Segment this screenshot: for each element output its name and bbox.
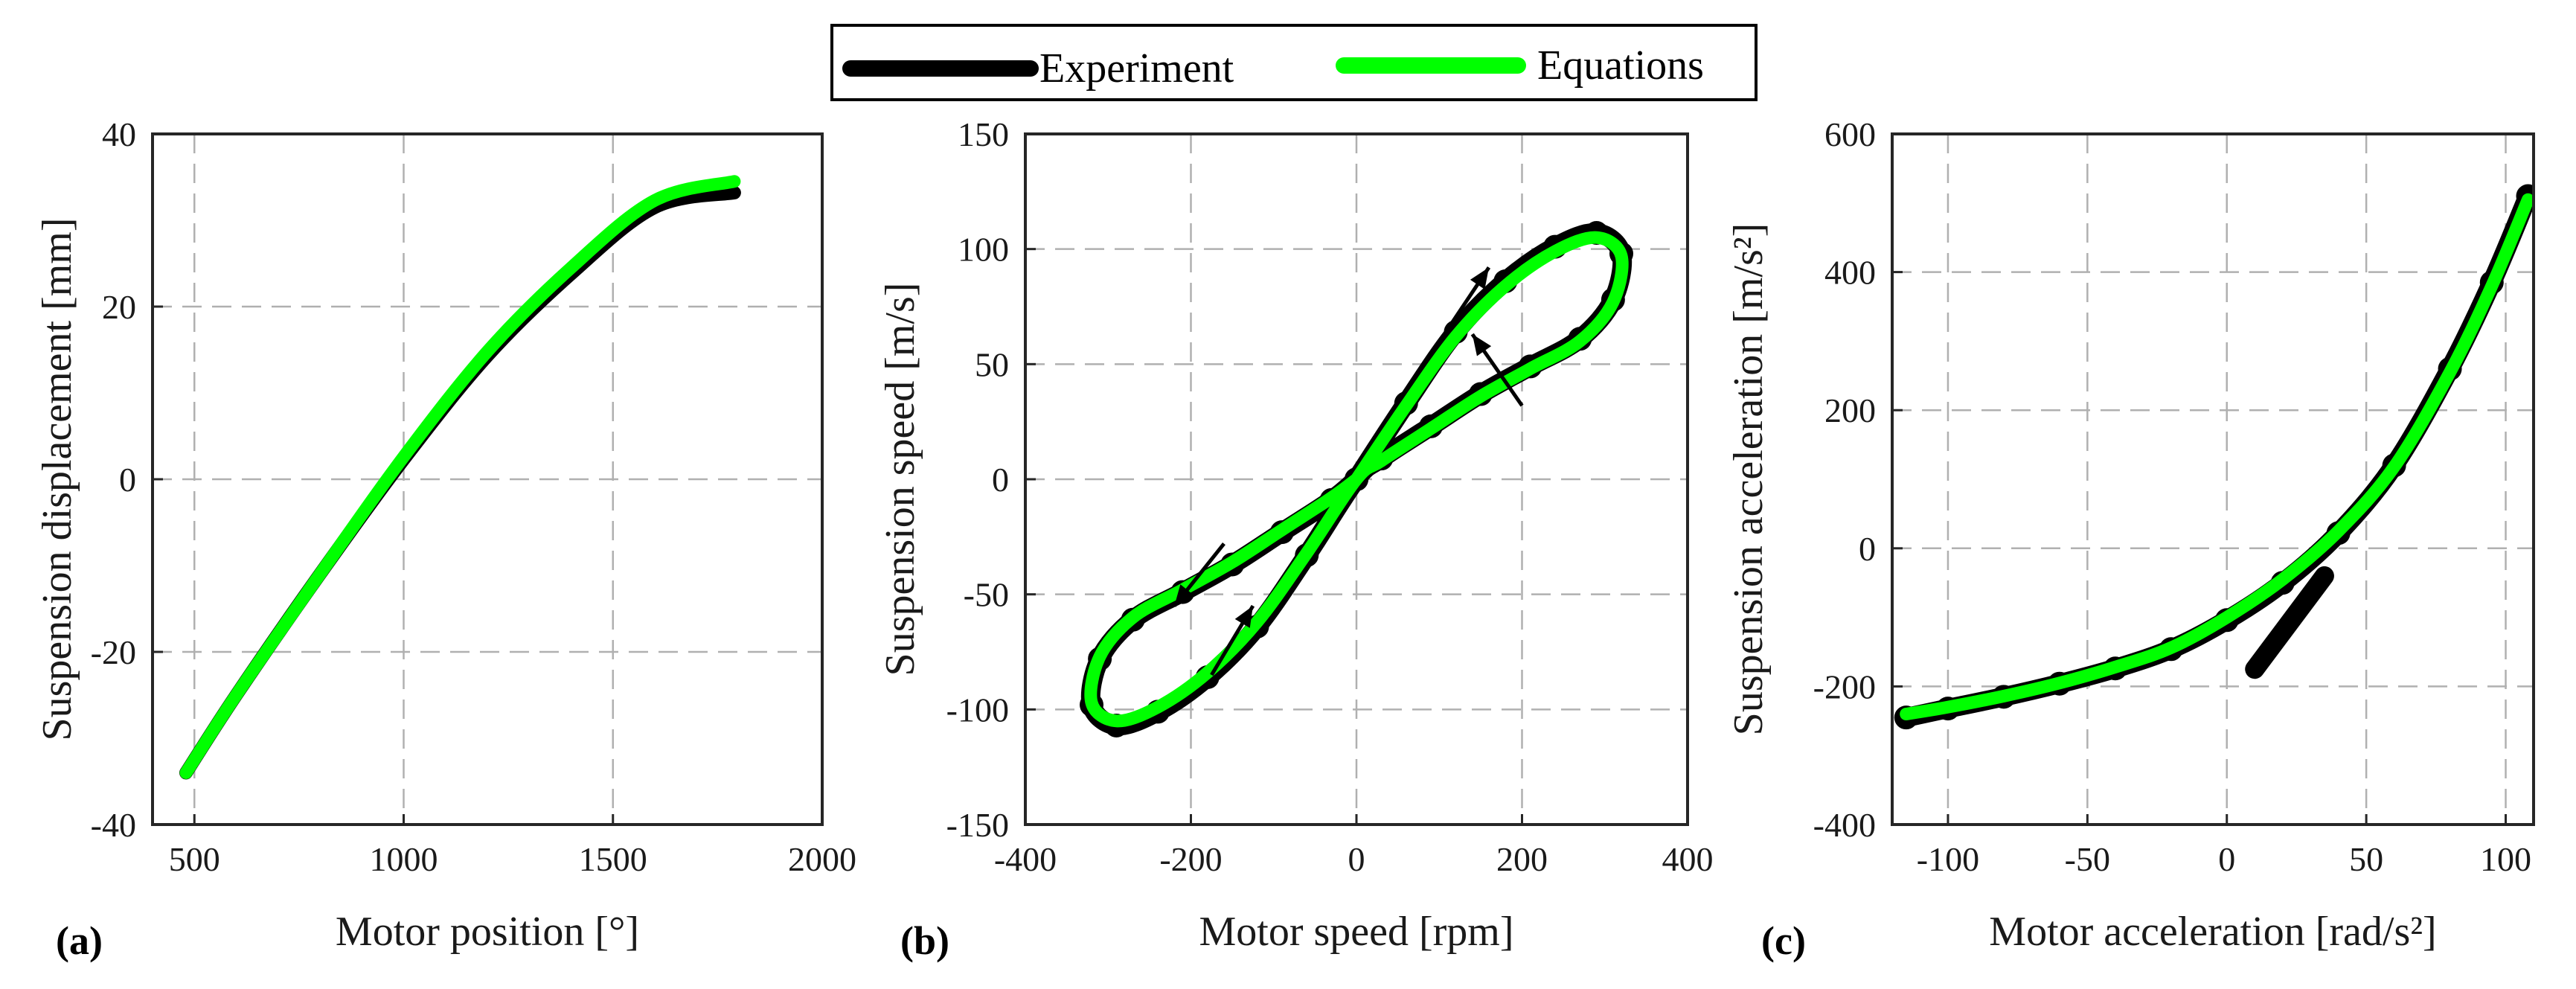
x-tick-label: 100 <box>2480 840 2531 878</box>
y-tick-label: 0 <box>992 461 1009 499</box>
y-tick-label: -150 <box>946 806 1009 844</box>
x-tick-label: 1000 <box>370 840 438 878</box>
x-tick-label: 50 <box>2349 840 2383 878</box>
x-tick-label: 0 <box>1348 840 1365 878</box>
x-tick-label: -400 <box>994 840 1057 878</box>
y-tick-label: 20 <box>102 288 136 326</box>
panel-label: (c) <box>1761 918 1806 963</box>
series-line-equations <box>1084 231 1629 728</box>
y-tick-label: 400 <box>1824 254 1876 292</box>
series-line-equations <box>1900 193 2534 720</box>
y-tick-label: 0 <box>119 461 136 499</box>
y-tick-label: 40 <box>102 115 136 153</box>
x-tick-label: -50 <box>2065 840 2110 878</box>
legend: Experiment Equations <box>830 24 1758 101</box>
y-tick-label: 200 <box>1824 391 1876 429</box>
panel-label: (b) <box>900 918 949 963</box>
x-tick-label: 400 <box>1662 840 1714 878</box>
plot-area <box>1892 134 2534 825</box>
y-tick-label: -100 <box>946 691 1009 729</box>
legend-label-experiment: Experiment <box>1039 45 1234 92</box>
y-tick-label: -40 <box>91 806 136 844</box>
series-line-experiment-transient <box>2245 566 2334 679</box>
y-axis-label: Suspension displacement [mm] <box>34 217 80 740</box>
chart-a: 500 1000 1500 2000 -40 -20 0 20 40 Motor position… <box>34 115 856 963</box>
x-axis-label: Motor speed [rpm] <box>1199 909 1513 955</box>
x-tick-label: 200 <box>1496 840 1548 878</box>
x-axis-label: Motor acceleration [rad/s²] <box>1989 909 2436 955</box>
y-tick-label: 50 <box>975 345 1009 383</box>
y-tick-label: -400 <box>1813 806 1876 844</box>
chart-c: -100 -50 0 50 100 -400 -200 0 200 400 600 Motor acc… <box>1726 115 2535 963</box>
y-tick-label: -20 <box>91 633 136 671</box>
legend-label-equations: Equations <box>1537 42 1704 89</box>
arrow-head <box>1472 334 1492 356</box>
x-axis-label: Motor position [°] <box>336 909 639 955</box>
y-tick-label: -200 <box>1813 668 1876 705</box>
y-tick-label: 600 <box>1824 115 1876 153</box>
arrow-head <box>1174 584 1194 606</box>
series-line-equations <box>179 175 741 779</box>
axes-frame <box>1891 132 2535 826</box>
y-axis-label: Suspension speed [m/s] <box>877 283 923 676</box>
arrow-head <box>1470 267 1489 289</box>
y-tick-label: 150 <box>958 115 1009 153</box>
x-tick-label: 1500 <box>579 840 647 878</box>
panel-label: (a) <box>56 918 103 963</box>
x-tick-label: 2000 <box>788 840 856 878</box>
x-tick-label: -100 <box>1917 840 1979 878</box>
y-tick-label: 100 <box>958 231 1009 269</box>
series-group <box>1894 184 2534 730</box>
series-group <box>179 175 741 780</box>
y-tick-label: 0 <box>1859 530 1876 568</box>
y-axis-label: Suspension acceleration [m/s²] <box>1726 223 1772 736</box>
y-tick-label: -50 <box>964 576 1009 614</box>
chart-b: -400 -200 0 200 400 -150 -100 -50 0 50 100 150 Motor… <box>877 115 1714 963</box>
x-tick-label: -200 <box>1159 840 1222 878</box>
x-tick-label: 0 <box>2218 840 2235 878</box>
arrow-head <box>1234 606 1253 628</box>
x-tick-label: 500 <box>169 840 220 878</box>
